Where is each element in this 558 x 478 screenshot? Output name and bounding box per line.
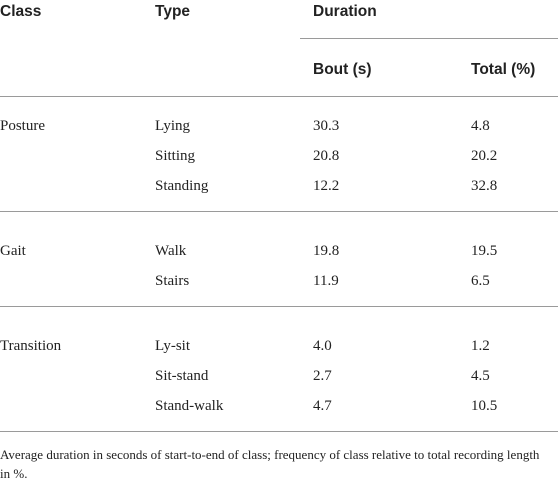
- bout-cell: 11.9: [313, 273, 339, 289]
- type-cell: Sit-stand: [155, 368, 209, 384]
- class-cell: Gait: [0, 243, 26, 259]
- class-cell: Posture: [0, 118, 45, 134]
- rule: [0, 431, 558, 432]
- total-cell: 6.5: [471, 273, 490, 289]
- total-cell: 20.2: [471, 148, 498, 164]
- type-cell: Walk: [155, 243, 187, 259]
- header-total: Total (%): [471, 61, 536, 78]
- type-cell: Sitting: [155, 148, 196, 164]
- bout-cell: 20.8: [313, 148, 340, 164]
- bout-cell: 30.3: [313, 118, 340, 134]
- total-cell: 4.5: [471, 368, 490, 384]
- total-cell: 10.5: [471, 398, 498, 414]
- rule: [300, 38, 558, 39]
- header-class: Class: [0, 3, 42, 20]
- total-cell: 1.2: [471, 338, 490, 354]
- header-bout: Bout (s): [313, 61, 372, 78]
- total-cell: 4.8: [471, 118, 490, 134]
- total-cell: 32.8: [471, 178, 498, 194]
- bout-cell: 19.8: [313, 243, 340, 259]
- footnote: Average duration in seconds of start-to-…: [0, 447, 540, 478]
- rule: [0, 96, 558, 97]
- type-cell: Stairs: [155, 273, 190, 289]
- type-cell: Lying: [155, 118, 191, 134]
- rule: [0, 306, 558, 307]
- type-cell: Stand-walk: [155, 398, 224, 414]
- type-cell: Standing: [155, 178, 209, 194]
- rule: [0, 211, 558, 212]
- header-duration: Duration: [313, 3, 377, 20]
- bout-cell: 12.2: [313, 178, 340, 194]
- bout-cell: 2.7: [313, 368, 332, 384]
- bout-cell: 4.0: [313, 338, 332, 354]
- header-type: Type: [155, 3, 191, 20]
- type-cell: Ly-sit: [155, 338, 191, 354]
- total-cell: 19.5: [471, 243, 498, 259]
- bout-cell: 4.7: [313, 398, 332, 414]
- class-cell: Transition: [0, 338, 62, 354]
